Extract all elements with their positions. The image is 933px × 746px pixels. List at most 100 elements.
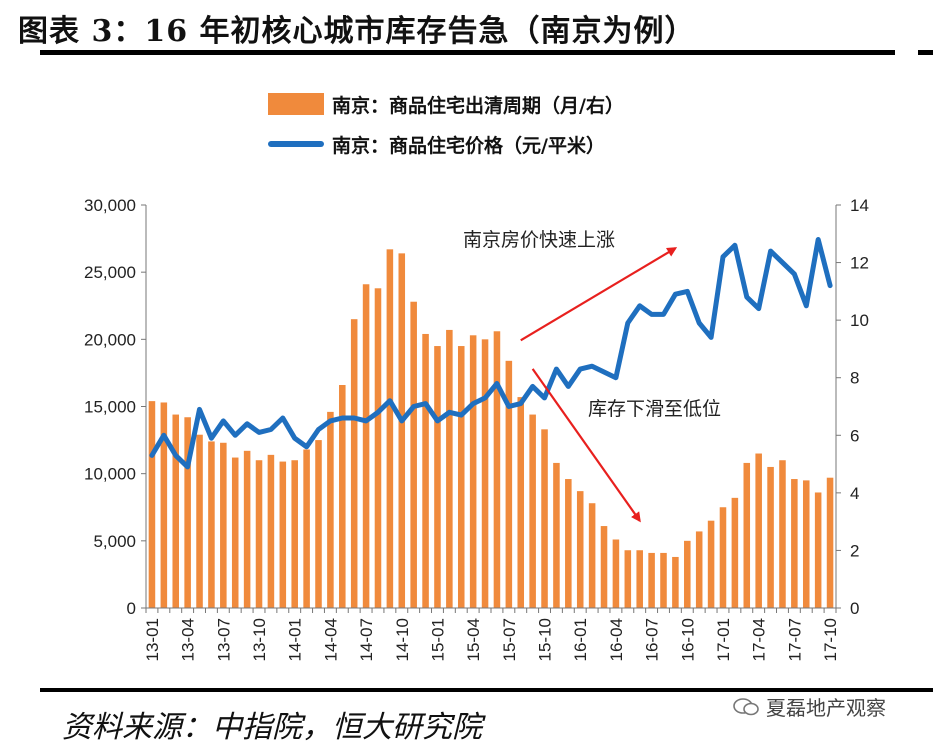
y-right-tick-label: 6 <box>850 426 859 445</box>
x-tick-label: 17-10 <box>821 618 840 661</box>
x-tick-label: 14-10 <box>393 618 412 661</box>
bar-15-10 <box>541 429 548 608</box>
bar-13-05 <box>196 434 203 608</box>
legend-bar-swatch <box>268 93 324 115</box>
bar-16-07 <box>648 552 655 608</box>
x-tick-label: 13-04 <box>179 618 198 661</box>
bar-16-02 <box>588 503 596 608</box>
source-note: 资料来源：中指院，恒大研究院 <box>62 710 482 745</box>
wechat-icon <box>733 697 759 715</box>
y-right-tick-label: 2 <box>850 541 859 560</box>
bar-13-10 <box>255 460 263 608</box>
bar-13-08 <box>231 457 239 608</box>
x-tick-label: 15-07 <box>500 618 519 661</box>
bar-17-02 <box>731 497 739 608</box>
y-right-tick-label: 14 <box>850 196 869 215</box>
y-right-tick-label: 10 <box>850 311 869 330</box>
bar-15-06 <box>493 331 501 608</box>
bar-14-02 <box>303 449 310 608</box>
inventory-drop-arrow <box>531 368 641 523</box>
inventory-drop-label: 库存下滑至低位 <box>588 398 721 420</box>
title-rule <box>40 50 895 55</box>
bar-15-12 <box>565 479 572 608</box>
bar-15-11 <box>553 462 560 608</box>
legend-bar-label: 南京：商品住宅出清周期（月/右） <box>332 94 624 117</box>
legend-line-swatch <box>268 141 324 147</box>
x-tick-label: 14-07 <box>357 618 376 661</box>
x-tick-label: 15-10 <box>536 618 555 661</box>
bar-15-09 <box>529 414 536 608</box>
x-tick-label: 16-01 <box>571 618 590 661</box>
bar-17-07 <box>791 479 798 608</box>
bar-17-05 <box>767 466 774 608</box>
bar-16-09 <box>672 556 679 608</box>
chart-legend: 南京：商品住宅出清周期（月/右） 南京：商品住宅价格（元/平米） <box>268 88 624 168</box>
bar-17-10 <box>826 477 834 608</box>
x-tick-label: 17-01 <box>714 618 733 661</box>
bar-14-04 <box>327 411 334 608</box>
watermark-text: 夏磊地产观察 <box>766 696 886 720</box>
bar-13-09 <box>243 450 251 608</box>
bar-14-10 <box>398 253 406 609</box>
y-left-tick-label: 20,000 <box>84 330 136 349</box>
bar-14-07 <box>362 284 370 608</box>
x-tick-label: 17-07 <box>785 618 804 661</box>
x-tick-label: 13-01 <box>143 618 162 661</box>
y-left-tick-label: 30,000 <box>84 196 136 215</box>
bar-14-11 <box>410 301 417 608</box>
bar-16-06 <box>636 550 643 608</box>
bar-16-11 <box>695 531 703 608</box>
bar-13-07 <box>220 442 227 608</box>
bar-17-06 <box>779 460 786 608</box>
bar-15-02 <box>446 329 453 608</box>
bar-17-03 <box>743 462 751 608</box>
title-rule-tail <box>918 50 933 55</box>
bar-16-03 <box>600 526 608 608</box>
bar-15-05 <box>481 339 489 608</box>
bar-14-05 <box>339 385 346 608</box>
watermark: 夏磊地产观察 <box>732 692 886 721</box>
legend-item-line: 南京：商品住宅价格（元/平米） <box>268 128 624 160</box>
bar-16-10 <box>684 540 691 608</box>
y-right-tick-label: 0 <box>850 599 859 618</box>
y-left-tick-label: 10,000 <box>84 465 136 484</box>
bar-16-01 <box>576 491 584 608</box>
bar-17-09 <box>814 492 822 608</box>
bar-13-02 <box>160 402 168 608</box>
bar-17-04 <box>755 453 762 608</box>
line-series <box>149 237 833 470</box>
price-line <box>149 237 833 470</box>
x-tick-label: 14-01 <box>286 618 305 661</box>
legend-item-bars: 南京：商品住宅出清周期（月/右） <box>268 88 624 120</box>
y-right-tick-label: 12 <box>850 254 869 273</box>
bar-17-08 <box>802 480 810 608</box>
chart-axes: 0 5,000 10,000 15,000 20,000 25,000 30,000 0 2 4 6… <box>84 196 869 661</box>
y-left-tick-label: 5,000 <box>93 532 136 551</box>
bar-16-04 <box>612 539 620 608</box>
bar-13-06 <box>208 441 215 608</box>
bar-16-05 <box>624 550 632 608</box>
y-left-tick-label: 25,000 <box>84 263 136 282</box>
bar-15-07 <box>505 360 513 608</box>
combo-chart: 0 5,000 10,000 15,000 20,000 25,000 30,000 0 2 4 6… <box>84 196 869 661</box>
price-rise-arrow <box>520 247 678 342</box>
bar-series <box>148 249 834 609</box>
bar-17-01 <box>719 507 727 608</box>
x-tick-label: 16-10 <box>678 618 697 661</box>
bar-13-01 <box>148 401 156 608</box>
bar-15-03 <box>457 346 465 608</box>
bar-13-11 <box>267 454 275 608</box>
footer-rule <box>40 688 933 692</box>
page-title: 图表 3：16 年初核心城市库存告急（南京为例） <box>18 14 696 49</box>
bar-13-03 <box>172 414 180 608</box>
bar-15-08 <box>517 397 525 608</box>
bar-14-06 <box>350 319 358 608</box>
bar-14-03 <box>315 440 322 608</box>
x-tick-label: 13-10 <box>250 618 269 661</box>
bar-14-09 <box>386 249 394 608</box>
bar-13-04 <box>184 417 191 608</box>
y-left-tick-label: 0 <box>127 599 136 618</box>
bar-13-12 <box>279 461 287 608</box>
x-tick-label: 16-07 <box>643 618 662 661</box>
